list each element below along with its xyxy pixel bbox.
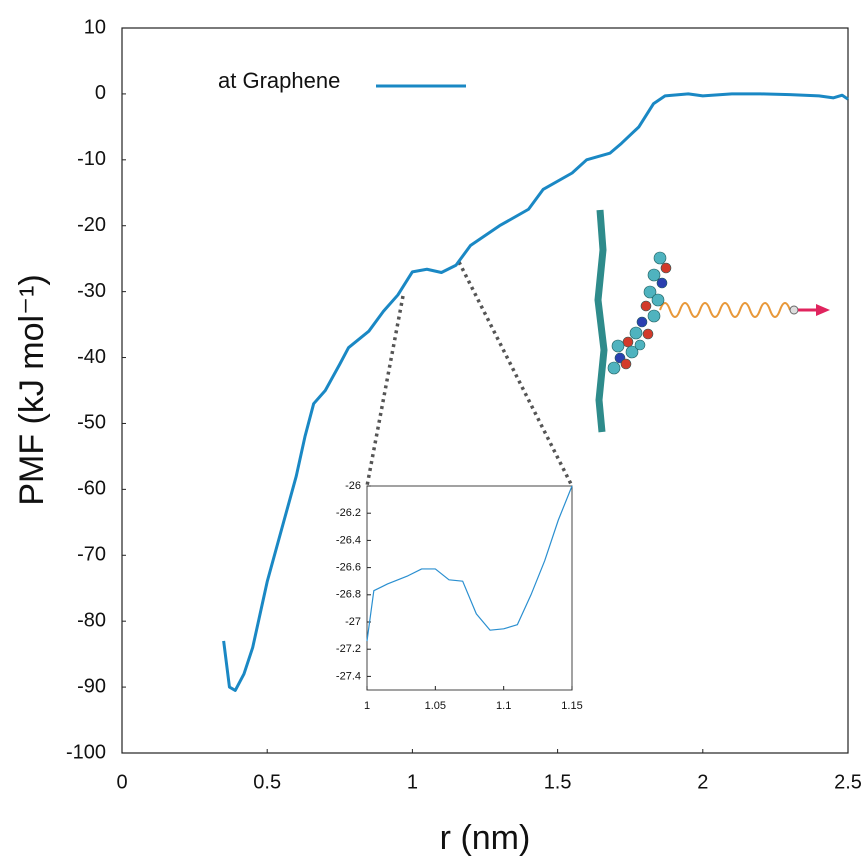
y-tick-label: -70	[77, 544, 106, 566]
data-line	[366, 485, 573, 642]
x-axis-label: r (nm)	[440, 819, 531, 857]
y-tick-label: -10	[77, 148, 106, 170]
x-tick-label: 0	[116, 771, 127, 793]
legend-label: at Graphene	[218, 68, 340, 93]
x-tick-label: 1.15	[561, 700, 582, 712]
x-tick-label: 2.5	[834, 771, 862, 793]
y-tick-label: -90	[77, 675, 106, 697]
y-tick-label: -60	[77, 478, 106, 500]
x-tick-label: 1.1	[496, 700, 511, 712]
zoom-connector	[457, 261, 574, 487]
x-tick-label: 2	[697, 771, 708, 793]
y-tick-label: -26.4	[336, 534, 361, 546]
x-tick-label: 1.05	[425, 700, 446, 712]
y-tick-label: -27.4	[336, 670, 361, 682]
y-axis-label: PMF (kJ mol⁻¹)	[13, 274, 51, 505]
y-tick-label: -26.6	[336, 562, 361, 574]
y-tick-label: -50	[77, 412, 106, 434]
y-tick-label: -27.2	[336, 643, 361, 655]
x-tick-label: 0.5	[253, 771, 281, 793]
data-line	[222, 92, 849, 692]
y-tick-label: -26.8	[336, 589, 361, 601]
x-tick-label: 1.5	[544, 771, 572, 793]
y-tick-label: -26	[345, 480, 361, 492]
y-tick-label: 10	[84, 16, 106, 38]
y-tick-label: 0	[95, 82, 106, 104]
y-tick-label: -27	[345, 616, 361, 628]
x-tick-label: 1	[407, 771, 418, 793]
y-tick-label: -100	[66, 741, 106, 763]
zoom-connector	[365, 295, 405, 487]
y-tick-label: -20	[77, 214, 106, 236]
y-tick-label: -30	[77, 280, 106, 302]
y-tick-label: -26.2	[336, 507, 361, 519]
y-tick-label: -40	[77, 346, 106, 368]
x-tick-label: 1	[364, 700, 370, 712]
molecule-illustration	[594, 209, 830, 433]
inset-frame	[366, 485, 573, 691]
plot-frame	[121, 27, 849, 754]
y-tick-label: -80	[77, 609, 106, 631]
